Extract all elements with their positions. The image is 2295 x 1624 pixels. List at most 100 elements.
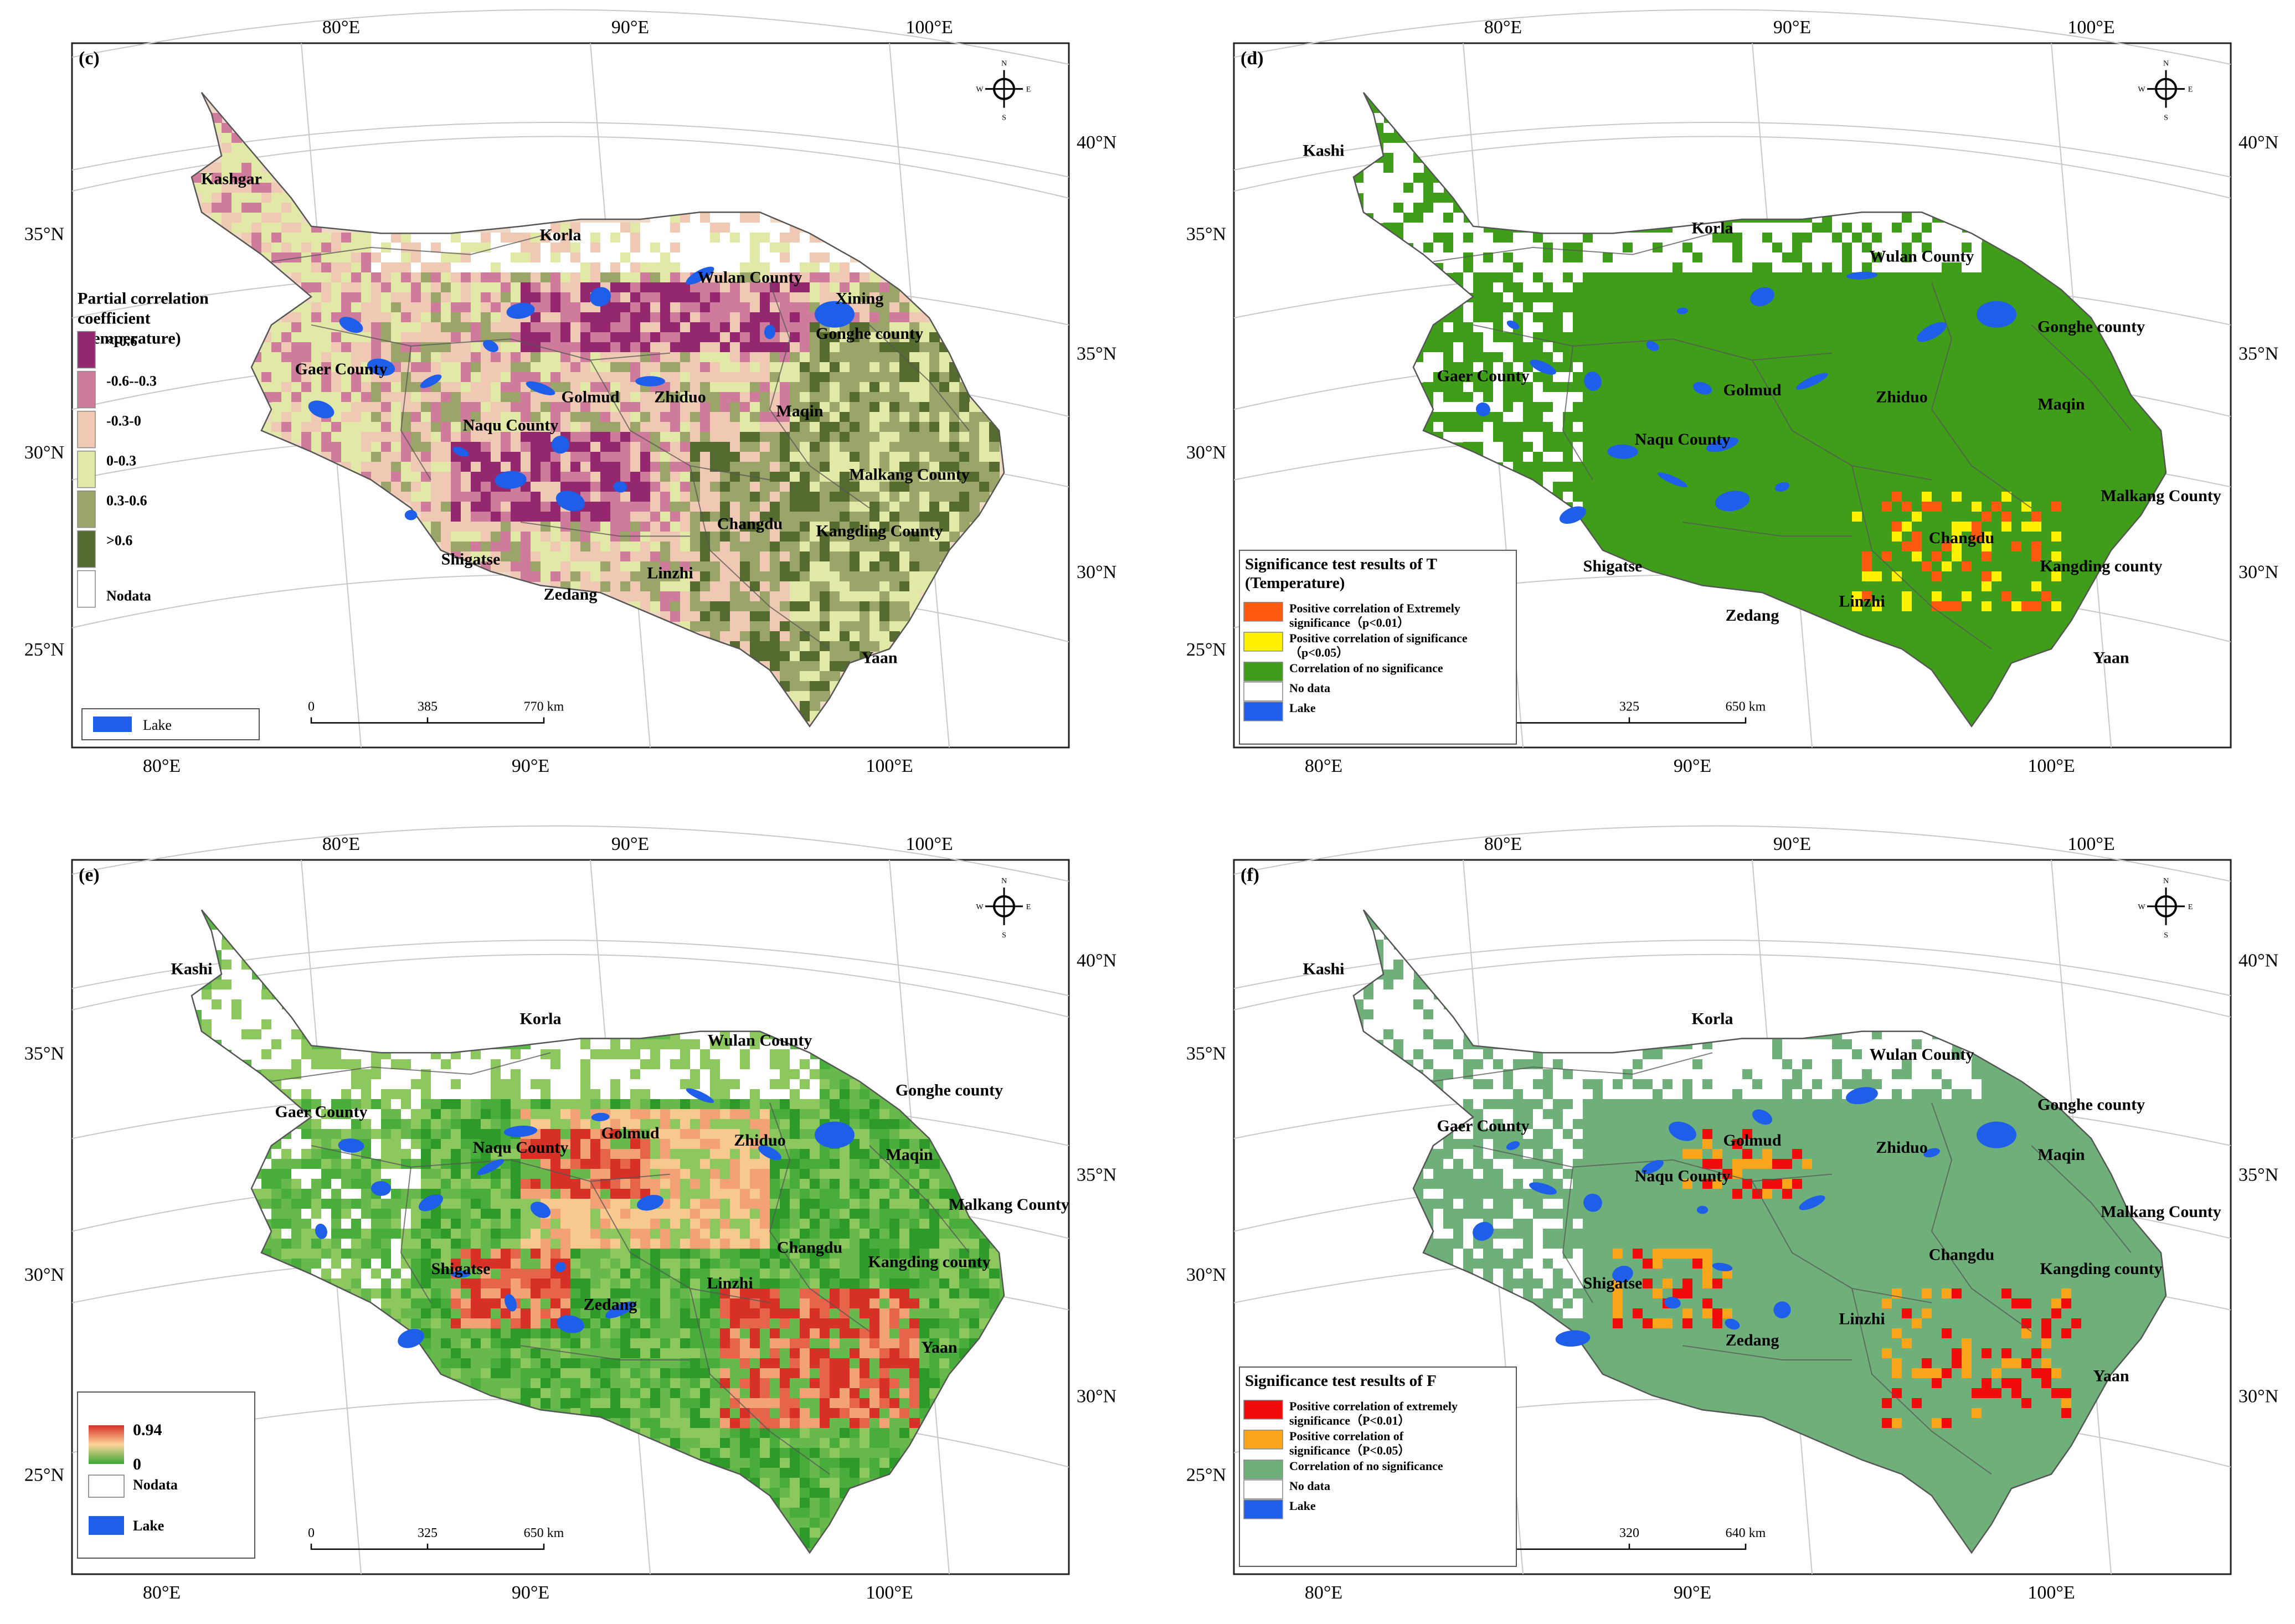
raster-cell [1712, 292, 1723, 303]
raster-cell [830, 382, 840, 393]
raster-cell [610, 571, 621, 582]
place-label: Maqin [776, 402, 823, 420]
raster-cell [2121, 492, 2132, 502]
raster-cell [2011, 561, 2022, 572]
raster-cell [580, 223, 591, 233]
raster-cell [1792, 422, 1803, 432]
raster-cell [1443, 342, 1454, 353]
raster-cell [231, 213, 242, 223]
raster-cell [391, 322, 402, 333]
raster-cell [899, 551, 910, 562]
raster-cell [720, 362, 730, 373]
raster-cell [1932, 532, 1942, 542]
raster-cell [1623, 392, 1633, 403]
raster-cell [1892, 272, 1902, 283]
raster-cell [541, 223, 551, 233]
raster-cell [690, 611, 701, 622]
raster-cell [471, 412, 481, 422]
raster-cell [720, 223, 730, 233]
raster-cell [511, 561, 521, 572]
raster-cell [2001, 571, 2012, 582]
raster-cell [1373, 183, 1384, 193]
raster-cell [740, 402, 750, 413]
raster-cell [411, 262, 421, 273]
raster-cell [341, 412, 352, 422]
raster-cell [730, 382, 740, 393]
raster-cell [351, 392, 362, 403]
raster-cell [840, 412, 850, 422]
raster-cell [1563, 282, 1573, 293]
raster-cell [1862, 482, 1872, 492]
raster-cell [2101, 462, 2112, 472]
raster-cell [730, 243, 740, 253]
raster-cell [1912, 352, 1922, 363]
raster-cell [1692, 243, 1703, 253]
raster-cell [1463, 262, 1474, 273]
raster-cell [1752, 272, 1763, 283]
raster-cell [2111, 482, 2122, 492]
raster-cell [1822, 482, 1833, 492]
raster-cell [1902, 452, 1912, 462]
legend-label: 0.3-0.6 [106, 493, 147, 509]
raster-cell [1922, 262, 1932, 273]
raster-cell [451, 332, 461, 343]
raster-cell [620, 243, 631, 253]
raster-cell [1832, 312, 1843, 323]
raster-cell [1932, 452, 1942, 462]
raster-cell [889, 571, 900, 582]
raster-cell [1802, 571, 1813, 582]
raster-cell [2051, 352, 2062, 363]
raster-cell [650, 332, 661, 343]
raster-cell [1982, 432, 1992, 442]
raster-cell [2071, 322, 2082, 333]
raster-cell [800, 442, 810, 452]
raster-cell [560, 252, 571, 263]
raster-cell [1722, 252, 1733, 263]
raster-cell [301, 362, 312, 373]
raster-cell [1603, 342, 1613, 353]
raster-cell [570, 452, 581, 462]
raster-cell [281, 352, 292, 363]
raster-cell [1792, 402, 1803, 413]
raster-cell [1832, 332, 1843, 343]
raster-cell [790, 302, 800, 313]
raster-cell [351, 272, 362, 283]
raster-cell [810, 332, 820, 343]
raster-cell [1573, 422, 1583, 432]
raster-cell [401, 233, 411, 243]
raster-cell [1653, 462, 1663, 472]
raster-cell [1702, 472, 1713, 482]
raster-cell [620, 252, 631, 263]
raster-cell [391, 332, 402, 343]
raster-cell [860, 292, 870, 303]
raster-cell [1473, 392, 1484, 403]
raster-cell [1882, 382, 1892, 393]
raster-cell [780, 532, 790, 542]
raster-cell [1802, 532, 1813, 542]
raster-cell [2051, 442, 2062, 452]
raster-cell [760, 262, 770, 273]
raster-cell [2051, 312, 2062, 323]
raster-cell [850, 332, 860, 343]
raster-cell [501, 551, 511, 562]
raster-cell [800, 502, 810, 512]
raster-cell [1892, 322, 1902, 333]
raster-cell [1732, 312, 1743, 323]
raster-cell [670, 601, 681, 612]
raster-cell [1553, 382, 1563, 393]
raster-cell [1862, 302, 1872, 313]
raster-cell [1653, 492, 1663, 502]
raster-cell [1433, 183, 1444, 193]
raster-cell [1892, 362, 1902, 373]
raster-cell [501, 462, 511, 472]
raster-cell [1812, 262, 1823, 273]
raster-cell [1802, 561, 1813, 572]
legend-swatch [77, 410, 96, 448]
raster-cell [780, 542, 790, 552]
raster-cell [1962, 522, 1972, 532]
raster-cell [1633, 532, 1643, 542]
raster-cell [1942, 402, 1952, 413]
raster-cell [531, 502, 541, 512]
raster-cell [590, 561, 601, 572]
raster-cell [411, 272, 421, 283]
